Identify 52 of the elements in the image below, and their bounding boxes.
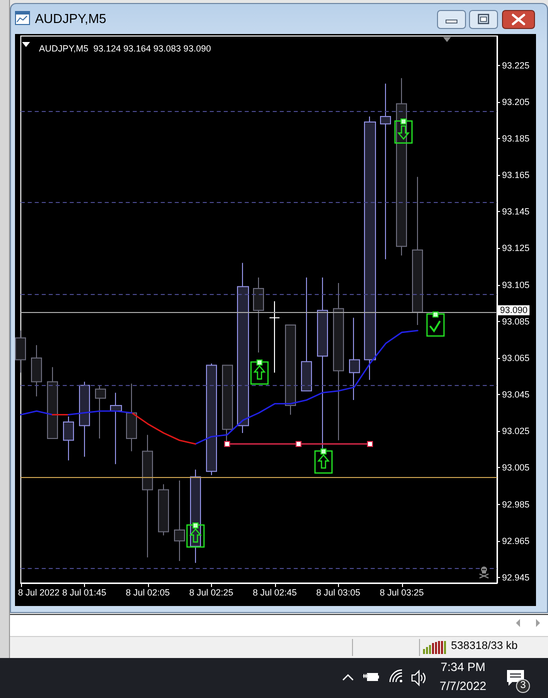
- candlestick: [285, 324, 296, 416]
- y-tick-label: 92.965: [502, 536, 530, 546]
- candlestick: [47, 366, 58, 439]
- candlestick: [31, 344, 42, 397]
- y-tick-label: 93.205: [502, 96, 530, 107]
- candlestick: [237, 262, 249, 434]
- y-tick-label: 93.085: [502, 316, 530, 326]
- candlestick: [380, 83, 391, 260]
- x-tick-label: 8 Jul 02:25: [189, 588, 234, 598]
- y-tick-label: 93.105: [502, 280, 530, 290]
- candlestick: [396, 78, 407, 256]
- candlestick: [126, 383, 137, 452]
- y-tick-label: 92.985: [502, 499, 530, 510]
- text: 538318/33 kb: [451, 640, 518, 652]
- candlestick: [364, 116, 376, 380]
- y-tick-label: 92.945: [502, 572, 530, 583]
- candlestick: [301, 276, 312, 392]
- text: 3: [516, 679, 530, 693]
- y-tick-label: 93.145: [502, 206, 530, 217]
- candlestick: [95, 384, 106, 439]
- y-tick-label: 93.165: [502, 170, 530, 180]
- candlestick: [269, 300, 280, 374]
- candlestick: [349, 317, 360, 401]
- x-tick-label: 8 Jul 03:25: [380, 588, 424, 598]
- candlestick: [333, 282, 344, 441]
- candlestick: [206, 362, 217, 476]
- y-tick-label: 93.065: [502, 352, 530, 363]
- candlestick: [63, 416, 74, 461]
- candlestick: [174, 480, 185, 562]
- x-tick-label: 8 Jul 03:05: [316, 588, 360, 598]
- x-tick-label: 8 Jul 01:45: [62, 588, 106, 598]
- y-tick-label: 93.025: [502, 426, 530, 436]
- chart-title: AUDJPY,M5: [35, 11, 106, 26]
- text: 7/7/2022: [438, 679, 488, 693]
- ref-line-label: 93.090: [500, 305, 528, 316]
- y-tick-label: 93.185: [502, 133, 530, 144]
- text: AUDJPY,M5 93.124 93.164 93.083 93.090: [39, 44, 211, 54]
- candlestick: [142, 434, 153, 558]
- text: 7:34 PM: [440, 660, 486, 674]
- x-tick-label: 8 Jul 02:45: [252, 588, 297, 598]
- candlestick: [79, 381, 90, 458]
- candlestick: [158, 484, 169, 536]
- x-tick-label: 8 Jul 02:05: [126, 588, 170, 598]
- candlestick: [15, 330, 26, 374]
- candlestick: [412, 176, 423, 326]
- y-tick-label: 93.225: [502, 60, 530, 70]
- candlestick: [253, 276, 264, 353]
- y-tick-label: 93.005: [502, 462, 530, 473]
- candlestick: [110, 392, 122, 465]
- y-tick-label: 93.045: [502, 390, 530, 400]
- y-tick-label: 93.125: [502, 243, 530, 254]
- x-tick-label: 8 Jul 2022: [18, 588, 60, 598]
